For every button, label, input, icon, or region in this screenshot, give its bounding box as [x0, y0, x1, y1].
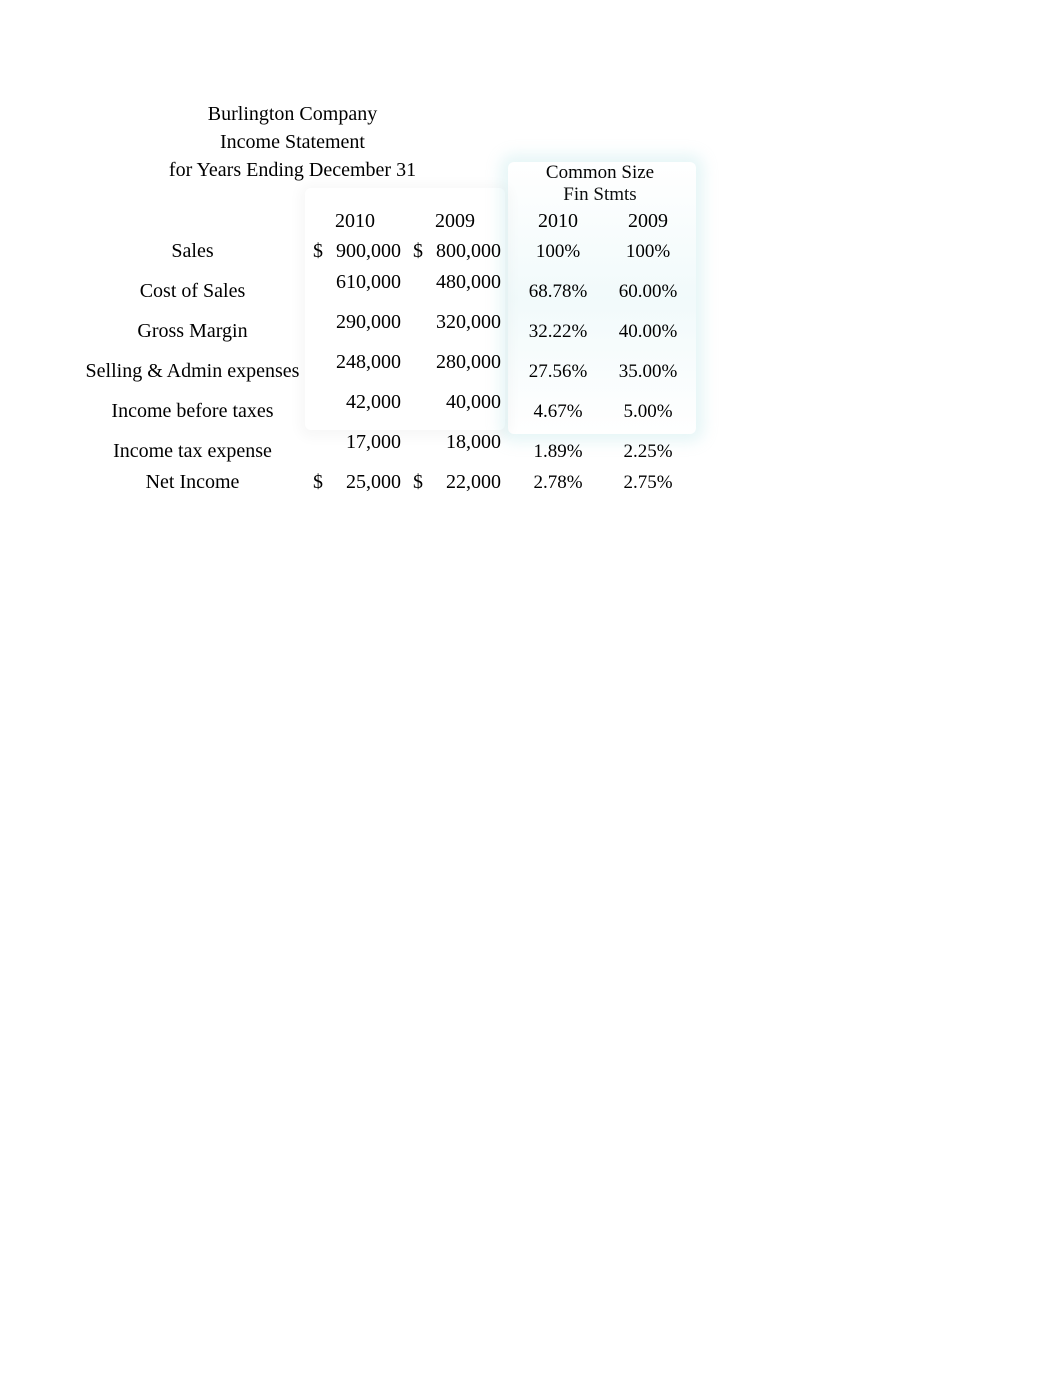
amount-value: 248,000 [336, 347, 401, 377]
amount-value: 25,000 [346, 467, 401, 497]
currency-symbol: $ [413, 467, 431, 497]
common-size-2010: 27.56% [513, 357, 603, 387]
row-label: Gross Margin [80, 316, 305, 346]
row-label: Cost of Sales [80, 276, 305, 306]
amount-year-2009: 2009 [405, 206, 505, 236]
amount-2009: 480,000 [405, 267, 505, 297]
amount-2010: 248,000 [305, 347, 405, 377]
amount-year-2010: 2010 [305, 206, 405, 236]
amount-2009: 40,000 [405, 387, 505, 417]
currency-symbol [313, 387, 331, 417]
currency-symbol [313, 267, 331, 297]
company-name: Burlington Company [80, 100, 505, 128]
row-label: Income before taxes [80, 396, 305, 426]
amount-2009: 18,000 [405, 427, 505, 457]
cs-year-2009: 2009 [603, 206, 693, 236]
amount-2010: $25,000 [305, 467, 405, 497]
currency-symbol [413, 387, 431, 417]
year-header-row: 2010 2009 2010 2009 [80, 206, 700, 236]
common-size-2010: 4.67% [513, 397, 603, 427]
cs-year-2010: 2010 [513, 206, 603, 236]
amount-value: 900,000 [336, 236, 401, 266]
currency-symbol: $ [313, 236, 331, 266]
amount-value: 290,000 [336, 307, 401, 337]
amount-2009: 320,000 [405, 307, 505, 337]
currency-symbol: $ [413, 236, 431, 266]
amount-2010: $900,000 [305, 236, 405, 266]
currency-symbol [313, 307, 331, 337]
table-row: Net Income$25,000$22,0002.78%2.75% [80, 467, 700, 498]
amount-2009: 280,000 [405, 347, 505, 377]
currency-symbol [313, 347, 331, 377]
row-label: Sales [80, 236, 305, 266]
common-size-2009: 100% [603, 237, 693, 267]
common-size-2009: 2.25% [603, 437, 693, 467]
amount-2009: $800,000 [405, 236, 505, 266]
common-size-2009: 2.75% [603, 468, 693, 498]
amount-value: 480,000 [436, 267, 501, 297]
amount-value: 610,000 [336, 267, 401, 297]
row-label: Income tax expense [80, 436, 305, 466]
currency-symbol [413, 267, 431, 297]
amount-value: 800,000 [436, 236, 501, 266]
title-row-2: Income Statement [80, 128, 700, 156]
amount-2010: 290,000 [305, 307, 405, 337]
title-row-1: Burlington Company [80, 100, 700, 128]
amount-2010: 17,000 [305, 427, 405, 457]
common-size-2010: 1.89% [513, 437, 603, 467]
currency-symbol [413, 427, 431, 457]
common-size-2010: 2.78% [513, 468, 603, 498]
amount-2010: 610,000 [305, 267, 405, 297]
amount-value: 40,000 [446, 387, 501, 417]
currency-symbol [413, 307, 431, 337]
amount-value: 22,000 [446, 467, 501, 497]
common-size-2009: 35.00% [603, 357, 693, 387]
row-label: Selling & Admin expenses [80, 356, 305, 386]
amount-value: 42,000 [346, 387, 401, 417]
common-size-2010: 32.22% [513, 317, 603, 347]
common-size-2009: 5.00% [603, 397, 693, 427]
amount-2010: 42,000 [305, 387, 405, 417]
amount-value: 320,000 [436, 307, 501, 337]
currency-symbol: $ [313, 467, 331, 497]
period-label: for Years Ending December 31 [80, 156, 505, 184]
currency-symbol [313, 427, 331, 457]
currency-symbol [413, 347, 431, 377]
amount-2009: $22,000 [405, 467, 505, 497]
common-size-2010: 68.78% [513, 277, 603, 307]
common-size-2009: 60.00% [603, 277, 693, 307]
table-row: Sales$900,000$800,000100%100% [80, 236, 700, 267]
statement-title: Income Statement [80, 128, 505, 156]
amount-value: 280,000 [436, 347, 501, 377]
row-label: Net Income [80, 467, 305, 497]
amount-value: 17,000 [346, 427, 401, 457]
common-size-2010: 100% [513, 237, 603, 267]
amount-value: 18,000 [446, 427, 501, 457]
common-size-2009: 40.00% [603, 317, 693, 347]
income-statement-table: Burlington Company Income Statement for … [80, 100, 700, 498]
